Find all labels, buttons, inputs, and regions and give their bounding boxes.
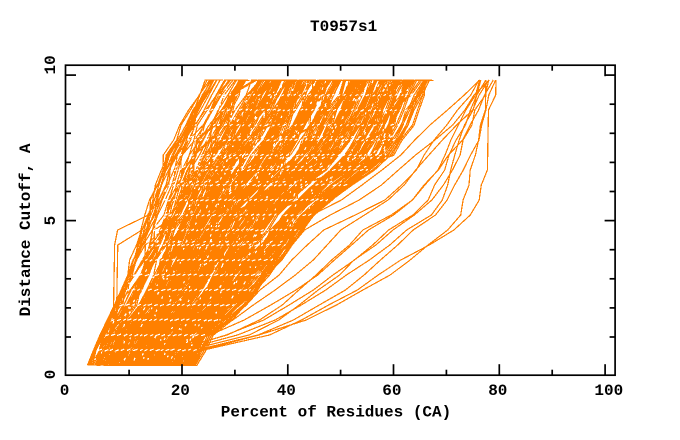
- svg-text:20: 20: [171, 382, 190, 400]
- svg-text:0: 0: [42, 370, 60, 380]
- svg-text:5: 5: [42, 216, 60, 226]
- svg-text:10: 10: [42, 55, 60, 74]
- svg-text:Percent of Residues (CA): Percent of Residues (CA): [221, 404, 451, 422]
- svg-text:60: 60: [382, 382, 401, 400]
- svg-text:T0957s1: T0957s1: [310, 18, 377, 36]
- svg-text:Distance Cutoff, A: Distance Cutoff, A: [17, 143, 35, 316]
- svg-text:40: 40: [277, 382, 296, 400]
- svg-text:0: 0: [60, 382, 70, 400]
- svg-text:80: 80: [488, 382, 507, 400]
- svg-text:100: 100: [594, 382, 623, 400]
